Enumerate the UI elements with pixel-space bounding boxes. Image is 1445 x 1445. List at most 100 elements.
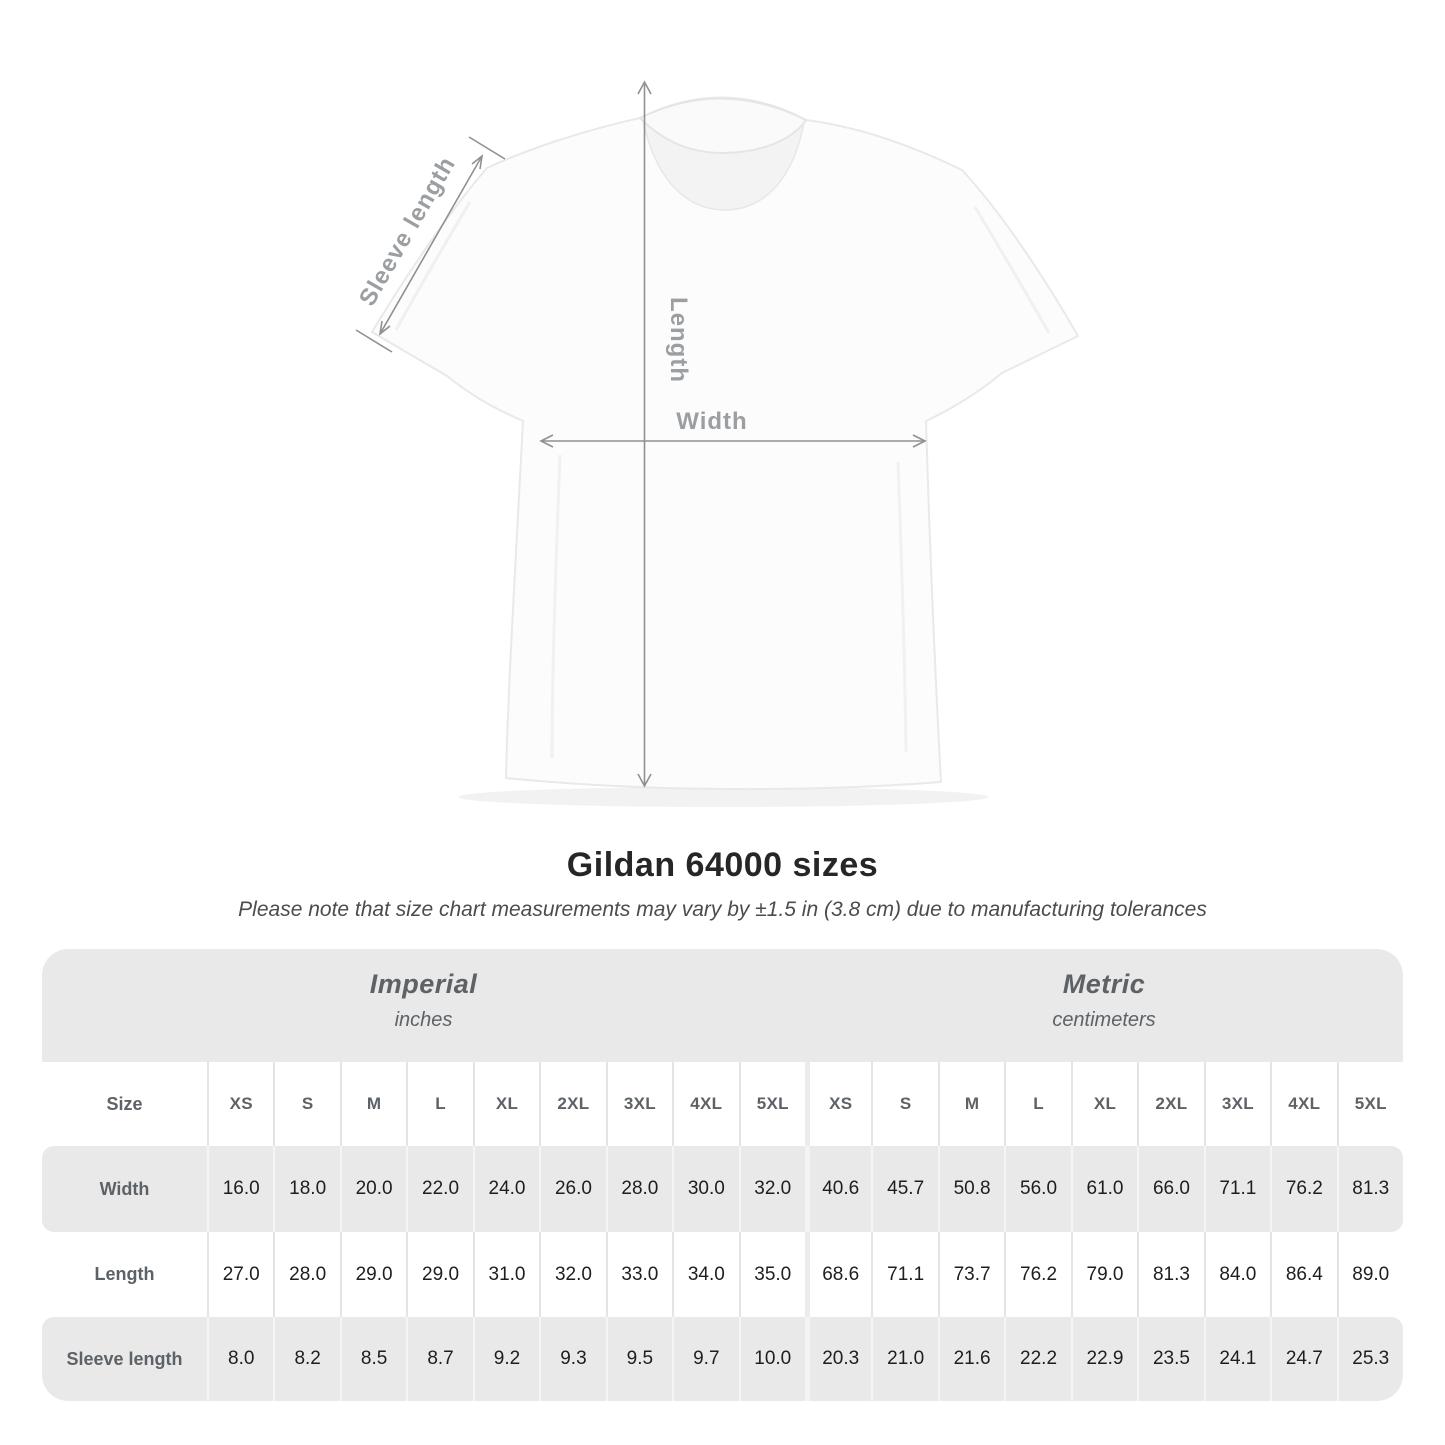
size-col-header: 3XL: [605, 1062, 672, 1146]
measurement-value: 30.0: [672, 1146, 738, 1232]
shirt-shadow: [458, 787, 988, 807]
measurement-value: 40.6: [804, 1146, 871, 1232]
measurement-value: 16.0: [207, 1146, 273, 1232]
measurement-value: 27.0: [207, 1232, 273, 1317]
size-col-header: XL: [1070, 1062, 1137, 1146]
size-col-header: 2XL: [539, 1062, 605, 1146]
measurement-value: 25.3: [1336, 1317, 1403, 1401]
sleeve-length-arrow: [355, 136, 506, 353]
page-title: Gildan 64000 sizes: [566, 846, 879, 884]
size-col-header: 4XL: [1270, 1062, 1336, 1146]
size-col-header: 4XL: [672, 1062, 738, 1146]
measurement-value: 71.1: [871, 1232, 937, 1317]
measurement-value: 28.0: [605, 1146, 672, 1232]
measurement-value: 8.5: [339, 1317, 406, 1401]
metric-group-header: Metric centimeters: [805, 949, 1403, 1062]
measurement-value: 81.3: [1137, 1232, 1203, 1317]
size-col-header: 3XL: [1203, 1062, 1270, 1146]
measurement-value: 22.0: [406, 1146, 472, 1232]
measurement-value: 32.0: [738, 1146, 805, 1232]
measurement-value: 79.0: [1070, 1232, 1137, 1317]
page-subtitle: Please note that size chart measurements…: [238, 898, 1207, 921]
collar-band: [638, 97, 808, 155]
measurement-value: 20.3: [804, 1317, 871, 1401]
size-col-header: L: [406, 1062, 472, 1146]
table-row-sleeve-length: Sleeve length 8.0 8.2 8.5 8.7 9.2 9.3 9.…: [42, 1317, 1403, 1401]
row-label-sleeve-length: Sleeve length: [66, 1348, 183, 1369]
measurement-value: 45.7: [871, 1146, 937, 1232]
measurement-value: 28.0: [273, 1232, 339, 1317]
fold-line: [394, 201, 472, 331]
measurement-value: 56.0: [1004, 1146, 1070, 1232]
measurement-value: 29.0: [339, 1232, 406, 1317]
fold-line: [973, 206, 1051, 334]
size-col-header: 2XL: [1137, 1062, 1203, 1146]
length-label: Length: [665, 297, 692, 383]
size-col-header: 5XL: [738, 1062, 805, 1146]
row-label-size: Size: [106, 1093, 143, 1114]
size-col-header: L: [1004, 1062, 1070, 1146]
measurement-value: 86.4: [1270, 1232, 1336, 1317]
measurement-value: 73.7: [937, 1232, 1004, 1317]
width-arrow: [539, 434, 927, 448]
size-col-header: XL: [472, 1062, 539, 1146]
measurement-value: 32.0: [539, 1232, 605, 1317]
measurement-value: 76.2: [1270, 1146, 1336, 1232]
measurement-value: 21.6: [937, 1317, 1004, 1401]
measurement-value: 81.3: [1336, 1146, 1403, 1232]
table-row-length: Length 27.0 28.0 29.0 29.0 31.0 32.0 33.…: [42, 1232, 1403, 1317]
size-table: Imperial inches Metric centimeters Size …: [42, 949, 1403, 1401]
measurement-value: 9.7: [672, 1317, 738, 1401]
fold-line: [896, 461, 908, 753]
measurement-value: 35.0: [738, 1232, 805, 1317]
measurement-value: 23.5: [1137, 1317, 1203, 1401]
measurement-value: 10.0: [738, 1317, 805, 1401]
table-row-width: Width 16.0 18.0 20.0 22.0 24.0 26.0 28.0…: [42, 1146, 1403, 1232]
measurement-value: 22.2: [1004, 1317, 1070, 1401]
measurement-value: 26.0: [539, 1146, 605, 1232]
unit-system-band: Imperial inches Metric centimeters: [42, 949, 1403, 1062]
measurement-value: 24.1: [1203, 1317, 1270, 1401]
measurement-value: 50.8: [937, 1146, 1004, 1232]
imperial-group-name: Imperial: [369, 969, 478, 999]
tshirt-measurement-figure: Length Width Sleeve length: [280, 36, 1160, 846]
metric-group-unit: centimeters: [1052, 1009, 1156, 1031]
measurement-value: 66.0: [1137, 1146, 1203, 1232]
measurement-value: 71.1: [1203, 1146, 1270, 1232]
measurement-value: 31.0: [472, 1232, 539, 1317]
table-row-sizes: Size XS S M L XL 2XL 3XL 4XL 5XL XS S M …: [42, 1062, 1403, 1146]
measurement-value: 68.6: [804, 1232, 871, 1317]
width-label: Width: [676, 408, 747, 435]
measurement-value: 20.0: [339, 1146, 406, 1232]
measurement-value: 8.0: [207, 1317, 273, 1401]
imperial-group-header: Imperial inches: [42, 949, 805, 1062]
measurement-value: 9.3: [539, 1317, 605, 1401]
row-label-width: Width: [99, 1178, 150, 1199]
size-col-header: XS: [207, 1062, 273, 1146]
measurement-value: 9.2: [472, 1317, 539, 1401]
measurement-value: 24.0: [472, 1146, 539, 1232]
measurement-value: 89.0: [1336, 1232, 1403, 1317]
size-col-header: S: [273, 1062, 339, 1146]
tshirt-diagram: Length Width Sleeve length: [354, 80, 1080, 807]
measurement-value: 22.9: [1070, 1317, 1137, 1401]
measurement-value: 84.0: [1203, 1232, 1270, 1317]
size-col-header: 5XL: [1336, 1062, 1403, 1146]
tshirt-body: [370, 96, 1080, 791]
measurement-value: 61.0: [1070, 1146, 1137, 1232]
imperial-group-unit: inches: [394, 1009, 453, 1031]
measurement-value: 29.0: [406, 1232, 472, 1317]
measurement-value: 33.0: [605, 1232, 672, 1317]
measurement-value: 9.5: [605, 1317, 672, 1401]
measurement-value: 34.0: [672, 1232, 738, 1317]
row-label-length: Length: [94, 1264, 155, 1284]
measurement-value: 8.7: [406, 1317, 472, 1401]
metric-group-name: Metric: [1062, 969, 1146, 999]
measurement-value: 24.7: [1270, 1317, 1336, 1401]
measurement-value: 18.0: [273, 1146, 339, 1232]
measurement-value: 76.2: [1004, 1232, 1070, 1317]
measurement-value: 21.0: [871, 1317, 937, 1401]
size-col-header: M: [937, 1062, 1004, 1146]
size-col-header: XS: [804, 1062, 871, 1146]
measurement-value: 8.2: [273, 1317, 339, 1401]
